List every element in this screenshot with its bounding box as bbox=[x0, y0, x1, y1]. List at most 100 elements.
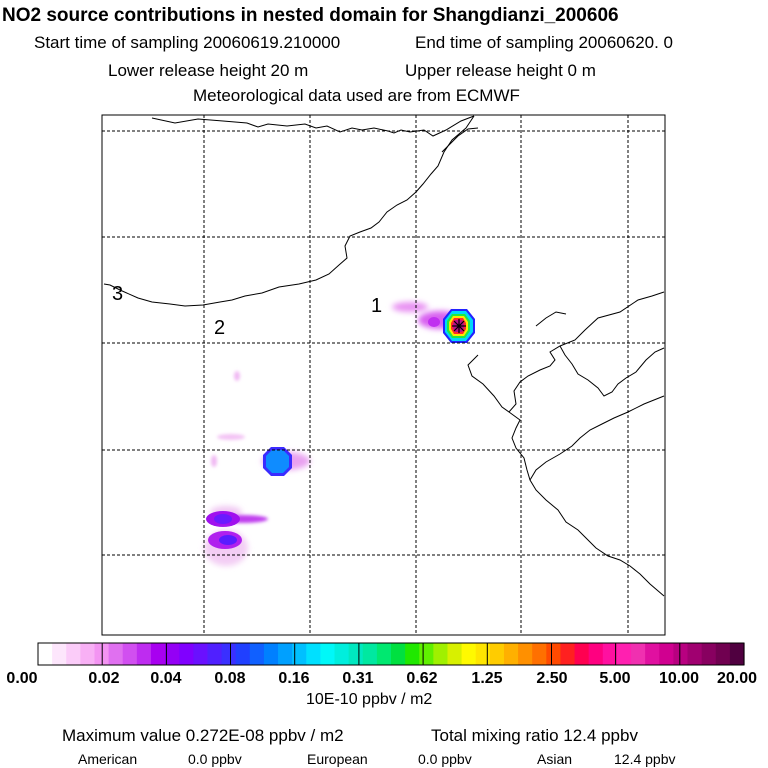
colorbar-cell bbox=[532, 643, 547, 665]
colorbar-cell bbox=[207, 643, 223, 665]
colorbar-cell bbox=[616, 643, 632, 665]
colorbar-cell bbox=[729, 643, 745, 665]
colorbar-cell bbox=[362, 643, 378, 665]
colorbar-cell bbox=[433, 643, 449, 665]
region-asian-name: Asian bbox=[537, 751, 573, 767]
region-asian-value: 12.4 ppbv bbox=[614, 751, 676, 767]
lat-lon-grid bbox=[102, 115, 665, 635]
colorbar-cell bbox=[221, 643, 237, 665]
colorbar-cell bbox=[108, 643, 124, 665]
colorbar-frame bbox=[37, 642, 745, 666]
country-borders bbox=[103, 115, 665, 597]
colorbar-cell bbox=[179, 643, 194, 665]
colorbar-cell bbox=[38, 643, 53, 665]
colorbar-cell bbox=[546, 643, 562, 665]
colorbar-tick-3: 0.08 bbox=[214, 670, 246, 687]
region-european-value: 0.0 ppbv bbox=[418, 751, 472, 767]
colorbar-cell bbox=[376, 643, 392, 665]
plume-core-4 bbox=[219, 535, 237, 545]
colorbar-cell bbox=[687, 643, 703, 665]
colorbar-tick-9: 5.00 bbox=[599, 670, 631, 687]
coastline-shandong bbox=[508, 411, 665, 597]
colorbar-tick-11: 20.00 bbox=[716, 670, 758, 687]
plume-lobe-1 bbox=[428, 317, 440, 327]
total-mixing-ratio-text: Total mixing ratio 12.4 ppbv bbox=[431, 726, 638, 745]
plume-tail-1 bbox=[392, 302, 428, 312]
plume-core-3 bbox=[214, 514, 232, 524]
region-american-value: 0.0 ppbv bbox=[188, 751, 242, 767]
colorbar-cell bbox=[405, 643, 420, 665]
site-marker bbox=[452, 319, 466, 333]
colorbar-tick-6: 0.62 bbox=[406, 670, 438, 687]
colorbar-cell bbox=[249, 643, 265, 665]
upper-release-height-text: Upper release height 0 m bbox=[405, 61, 596, 80]
colorbar-cell bbox=[235, 643, 251, 665]
colorbar-tick-5: 0.31 bbox=[342, 670, 374, 687]
start-time-text: Start time of sampling 20060619.210000 bbox=[34, 33, 341, 52]
colorbar-dividers bbox=[101, 643, 681, 665]
plume-speck-1 bbox=[234, 371, 240, 381]
colorbar-cell bbox=[278, 643, 293, 665]
region-european-name: European bbox=[307, 751, 368, 767]
colorbar-cell bbox=[80, 643, 96, 665]
colorbar-unit: 10E-10 ppbv / m2 bbox=[306, 691, 433, 708]
colorbar-cell bbox=[263, 643, 279, 665]
colorbar-cell bbox=[518, 643, 533, 665]
colorbar-cell bbox=[447, 643, 463, 665]
border-mongolia bbox=[441, 127, 479, 153]
colorbar-cell bbox=[574, 643, 590, 665]
coastline-east bbox=[529, 395, 665, 481]
end-time-text: End time of sampling 20060620. 0 bbox=[415, 33, 674, 52]
colorbar-cell bbox=[503, 643, 519, 665]
colorbar bbox=[38, 643, 745, 665]
colorbar-cell bbox=[673, 643, 689, 665]
region-label-2: 2 bbox=[214, 317, 225, 339]
colorbar-cell bbox=[645, 643, 660, 665]
colorbar-cell bbox=[306, 643, 321, 665]
met-data-source-text: Meteorological data used are from ECMWF bbox=[193, 86, 520, 105]
colorbar-cell bbox=[419, 643, 434, 665]
colorbar-tick-0: 0.00 bbox=[6, 670, 38, 687]
colorbar-cell bbox=[334, 643, 350, 665]
lower-release-height-text: Lower release height 20 m bbox=[108, 61, 309, 80]
colorbar-cell bbox=[150, 643, 166, 665]
colorbar-cell bbox=[52, 643, 67, 665]
colorbar-tick-4: 0.16 bbox=[278, 670, 310, 687]
coastline-bay bbox=[535, 311, 567, 327]
border-northwest bbox=[103, 115, 475, 307]
colorbar-cell bbox=[475, 643, 491, 665]
map-content bbox=[102, 115, 665, 635]
colorbar-cell bbox=[193, 643, 209, 665]
colorbar-cell bbox=[701, 643, 717, 665]
colorbar-cell bbox=[320, 643, 336, 665]
colorbar-cell bbox=[136, 643, 152, 665]
colorbar-cell bbox=[348, 643, 364, 665]
region-american-name: American bbox=[78, 751, 138, 767]
region-label-1: 1 bbox=[371, 295, 382, 317]
coastline-bohai bbox=[467, 291, 665, 413]
colorbar-tick-10: 10.00 bbox=[658, 670, 700, 687]
colorbar-cell bbox=[631, 643, 646, 665]
colorbar-cell bbox=[588, 643, 604, 665]
colorbar-cell bbox=[489, 643, 505, 665]
colorbar-cell bbox=[715, 643, 731, 665]
plume-speck-2 bbox=[217, 434, 245, 440]
max-value-text: Maximum value 0.272E-08 ppbv / m2 bbox=[62, 726, 344, 745]
border-north bbox=[151, 115, 475, 137]
colorbar-cell bbox=[122, 643, 138, 665]
colorbar-cell bbox=[66, 643, 81, 665]
coastline-liaodong bbox=[559, 345, 665, 397]
colorbar-cell bbox=[391, 643, 406, 665]
colorbar-tick-2: 0.04 bbox=[150, 670, 182, 687]
colorbar-tick-7: 1.25 bbox=[471, 670, 503, 687]
plume-speck-3 bbox=[211, 455, 217, 467]
plume-blobs bbox=[204, 302, 475, 566]
colorbar-cell bbox=[461, 643, 477, 665]
colorbar-cell bbox=[292, 643, 307, 665]
plot-title: NO2 source contributions in nested domai… bbox=[2, 5, 619, 26]
colorbar-cell bbox=[560, 643, 576, 665]
map-frame bbox=[101, 114, 666, 636]
colorbar-tick-1: 0.02 bbox=[88, 670, 120, 687]
